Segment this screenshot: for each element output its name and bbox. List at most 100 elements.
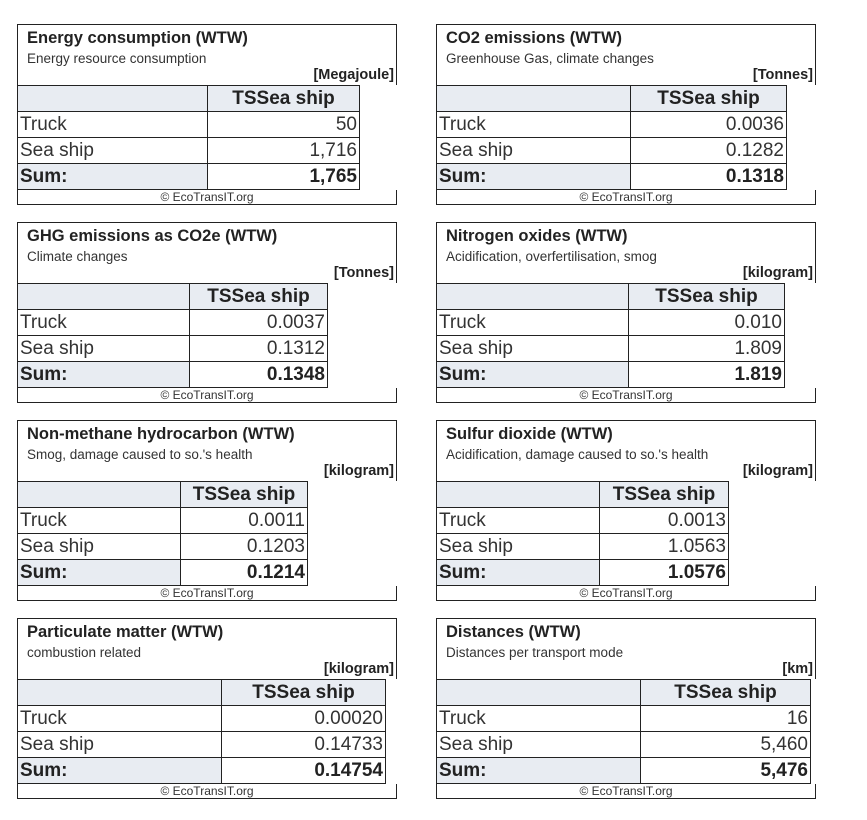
sum-value: 0.1214 bbox=[180, 559, 308, 586]
header-blank-cell bbox=[436, 481, 600, 508]
table-row: Sea ship 0.1312 bbox=[17, 335, 328, 362]
table-row: Sea ship 0.1203 bbox=[17, 533, 308, 560]
results-table: TSSea ship Truck 0.0011 Sea ship 0.1203 … bbox=[17, 481, 308, 586]
panel-subtitle: Energy resource consumption bbox=[27, 51, 207, 66]
panel-subtitle: Acidification, damage caused to so.'s he… bbox=[446, 447, 709, 462]
sum-label: Sum: bbox=[436, 559, 600, 586]
panel-subtitle: Greenhouse Gas, climate changes bbox=[446, 51, 654, 66]
panel-subtitle: Smog, damage caused to so.'s health bbox=[27, 447, 253, 462]
row-value: 1.0563 bbox=[599, 533, 729, 560]
row-label: Truck bbox=[17, 309, 190, 336]
table-header-row: TSSea ship bbox=[436, 481, 729, 508]
table-row: Sea ship 0.14733 bbox=[17, 731, 386, 758]
particulate-matter-panel: Particulate matter (WTW) combustion rela… bbox=[17, 618, 397, 799]
sum-row: Sum: 0.1318 bbox=[436, 163, 787, 190]
results-table: TSSea ship Truck 16 Sea ship 5,460 Sum: … bbox=[436, 679, 811, 784]
table-row: Truck 0.0036 bbox=[436, 111, 787, 138]
table-header-row: TSSea ship bbox=[17, 85, 360, 112]
table-row: Truck 0.0037 bbox=[17, 309, 328, 336]
panel-header: CO2 emissions (WTW) Greenhouse Gas, clim… bbox=[436, 24, 816, 85]
credit-footer: © EcoTransIT.org bbox=[436, 190, 816, 205]
row-label: Sea ship bbox=[17, 731, 222, 758]
table-row: Truck 0.010 bbox=[436, 309, 785, 336]
results-table: TSSea ship Truck 0.0036 Sea ship 0.1282 … bbox=[436, 85, 787, 190]
panel-header: Non-methane hydrocarbon (WTW) Smog, dama… bbox=[17, 420, 397, 481]
sum-label: Sum: bbox=[436, 757, 641, 784]
energy-consumption-panel: Energy consumption (WTW) Energy resource… bbox=[17, 24, 397, 205]
panel-title: Energy consumption (WTW) bbox=[27, 29, 248, 47]
row-value: 0.0037 bbox=[189, 309, 328, 336]
co2-emissions-panel: CO2 emissions (WTW) Greenhouse Gas, clim… bbox=[436, 24, 816, 205]
table-row: Sea ship 1.809 bbox=[436, 335, 785, 362]
row-label: Sea ship bbox=[436, 731, 641, 758]
sum-value: 1.819 bbox=[628, 361, 785, 388]
table-row: Truck 16 bbox=[436, 705, 811, 732]
panel-subtitle: combustion related bbox=[27, 645, 142, 660]
nitrogen-oxides-panel: Nitrogen oxides (WTW) Acidification, ove… bbox=[436, 222, 816, 403]
panel-title: Sulfur dioxide (WTW) bbox=[446, 425, 613, 443]
panel-header: Distances (WTW) Distances per transport … bbox=[436, 618, 816, 679]
panel-unit: [kilogram] bbox=[323, 463, 394, 479]
results-table: TSSea ship Truck 50 Sea ship 1,716 Sum: … bbox=[17, 85, 360, 190]
table-row: Sea ship 1.0563 bbox=[436, 533, 729, 560]
row-label: Sea ship bbox=[17, 533, 181, 560]
sum-value: 0.1348 bbox=[189, 361, 328, 388]
column-header: TSSea ship bbox=[628, 283, 785, 310]
row-label: Truck bbox=[17, 111, 208, 138]
credit-footer: © EcoTransIT.org bbox=[17, 190, 397, 205]
sum-row: Sum: 0.1214 bbox=[17, 559, 308, 586]
table-header-row: TSSea ship bbox=[436, 283, 785, 310]
column-header: TSSea ship bbox=[189, 283, 328, 310]
distances-panel: Distances (WTW) Distances per transport … bbox=[436, 618, 816, 799]
sum-label: Sum: bbox=[436, 163, 631, 190]
row-value: 1.809 bbox=[628, 335, 785, 362]
sum-row: Sum: 1.0576 bbox=[436, 559, 729, 586]
panel-header: Sulfur dioxide (WTW) Acidification, dama… bbox=[436, 420, 816, 481]
sum-label: Sum: bbox=[17, 757, 222, 784]
row-label: Truck bbox=[17, 507, 181, 534]
panel-title: CO2 emissions (WTW) bbox=[446, 29, 623, 47]
sum-label: Sum: bbox=[17, 559, 181, 586]
header-blank-cell bbox=[436, 283, 629, 310]
sum-label: Sum: bbox=[436, 361, 629, 388]
panel-title: Nitrogen oxides (WTW) bbox=[446, 227, 628, 245]
table-header-row: TSSea ship bbox=[436, 679, 811, 706]
sum-value: 5,476 bbox=[640, 757, 811, 784]
sum-label: Sum: bbox=[17, 361, 190, 388]
row-value: 16 bbox=[640, 705, 811, 732]
sum-value: 1,765 bbox=[207, 163, 360, 190]
row-value: 0.00020 bbox=[221, 705, 386, 732]
panel-unit: [Tonnes] bbox=[333, 265, 394, 281]
panel-unit: [kilogram] bbox=[742, 463, 813, 479]
sum-label: Sum: bbox=[17, 163, 208, 190]
non-methane-hydrocarbon-panel: Non-methane hydrocarbon (WTW) Smog, dama… bbox=[17, 420, 397, 601]
row-value: 0.0013 bbox=[599, 507, 729, 534]
table-row: Sea ship 1,716 bbox=[17, 137, 360, 164]
row-label: Sea ship bbox=[436, 533, 600, 560]
column-header: TSSea ship bbox=[630, 85, 787, 112]
header-blank-cell bbox=[436, 85, 631, 112]
column-header: TSSea ship bbox=[599, 481, 729, 508]
panel-unit: [Megajoule] bbox=[313, 67, 394, 83]
sum-row: Sum: 0.1348 bbox=[17, 361, 328, 388]
credit-footer: © EcoTransIT.org bbox=[436, 784, 816, 799]
panel-subtitle: Climate changes bbox=[27, 249, 128, 264]
panel-header: Nitrogen oxides (WTW) Acidification, ove… bbox=[436, 222, 816, 283]
table-row: Truck 0.00020 bbox=[17, 705, 386, 732]
header-blank-cell bbox=[17, 85, 208, 112]
row-value: 5,460 bbox=[640, 731, 811, 758]
row-label: Truck bbox=[436, 111, 631, 138]
header-blank-cell bbox=[17, 283, 190, 310]
credit-footer: © EcoTransIT.org bbox=[17, 388, 397, 403]
panel-title: Non-methane hydrocarbon (WTW) bbox=[27, 425, 295, 443]
row-value: 0.010 bbox=[628, 309, 785, 336]
panel-title: GHG emissions as CO2e (WTW) bbox=[27, 227, 278, 245]
ghg-emissions-panel: GHG emissions as CO2e (WTW) Climate chan… bbox=[17, 222, 397, 403]
results-table: TSSea ship Truck 0.0037 Sea ship 0.1312 … bbox=[17, 283, 328, 388]
header-blank-cell bbox=[17, 481, 181, 508]
results-table: TSSea ship Truck 0.0013 Sea ship 1.0563 … bbox=[436, 481, 729, 586]
row-value: 0.1282 bbox=[630, 137, 787, 164]
sum-row: Sum: 5,476 bbox=[436, 757, 811, 784]
column-header: TSSea ship bbox=[180, 481, 308, 508]
row-label: Sea ship bbox=[17, 137, 208, 164]
